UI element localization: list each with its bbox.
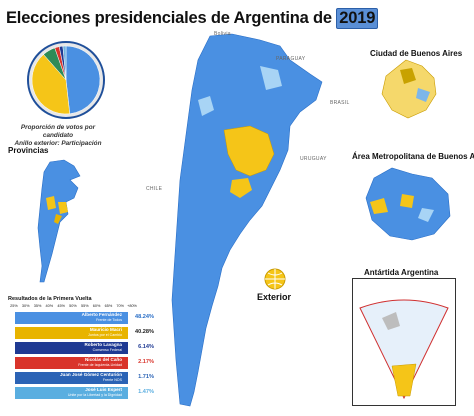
results-title: Resultados de la Primera Vuelta [8,296,92,302]
pie-slice [62,45,67,81]
caba-map [381,59,437,119]
pie-caption: Proporción de votos por candidato Anillo… [8,124,108,148]
country-chile: CHILE [146,186,163,192]
party-name: Frente NOS [102,378,122,382]
result-row: Roberto Lavagna Consenso Federal 6.14% [8,341,154,355]
scale-tick: 60% [92,304,101,308]
country-brasil: BRASIL [330,100,350,106]
result-row: Alberto Fernández Frente de Todos 48.24% [8,311,154,325]
pie-slices [31,45,101,115]
result-bar [8,312,128,324]
scale-tick: 35% [33,304,42,308]
antarctic-sector [359,299,449,400]
scale-tick: 50% [69,304,77,308]
antartida-map [352,278,456,406]
amba-yellow-west [370,198,388,214]
result-bar [8,327,128,339]
result-row: José Luis Espert Unite por la Libertad y … [8,386,154,400]
north-light-patch [260,66,282,90]
country-uruguay: URUGUAY [300,156,327,162]
scale-tick: 30% [21,304,30,308]
candidate-name: Roberto Lavagna [84,342,122,347]
amba-map [365,167,451,241]
party-name: Frente de Izquierda-Unidad [78,363,122,367]
country-paraguay: PARAGUAY [276,56,306,62]
party-name: Frente de Todos [96,318,122,322]
vote-percentage: 6.14% [138,344,154,350]
pie-slice [65,45,101,115]
party-name: Unite por la Libertad y la Dignidad [67,393,122,397]
results-scale: 25% 30% 35% 40% 45% 50% 55% 60% 65% 70% +80% [8,304,138,310]
scale-tick: 40% [45,304,54,308]
vote-percentage: 1.47% [138,389,154,395]
caba-shape [381,59,437,119]
central-yellow-region [223,125,275,177]
argentina-main-map [171,33,323,407]
antartida-label: Antártida Argentina [364,268,439,277]
result-bar [8,387,128,399]
province-caba [54,214,62,224]
vote-percentage: 1.71% [138,374,154,380]
page-title: Elecciones presidenciales de Argentina d… [6,8,379,29]
caba-blue-commune [416,88,430,102]
amba-label: Área Metropolitana de Buenos Aires [352,152,474,161]
result-bar [8,357,128,369]
party-name: Consenso Federal [92,348,122,352]
argentina-blue-region [171,33,323,407]
country-bolivia: Bolivia [214,31,231,37]
caba-dark-commune [400,68,416,84]
provinces-map [37,159,81,283]
exterior-globe-icon [264,268,286,290]
scale-tick: 70% [116,304,125,308]
scale-tick: 65% [104,304,113,308]
scale-tick: +80% [127,304,137,308]
antarctic-peninsula [382,312,400,330]
province-mendoza [46,196,56,210]
province-cordoba [58,202,68,214]
pie-caption-line-1: Proporción de votos por candidato [20,124,96,139]
result-row: Mauricio Macri Juntos por el Cambio 40.28% [8,326,154,340]
southern-yellow-patch [230,178,252,198]
result-row: Nicolás del Caño Frente de Izquierda-Unid… [8,356,154,370]
light-blue-patch [198,96,214,116]
scale-tick: 55% [80,304,89,308]
exterior-label: Exterior [257,292,292,302]
pie-caption-line-2: Anillo exterior: Participación [14,140,102,147]
candidate-name: Juan José Gómez Centurión [59,372,122,377]
party-name: Juntos por el Cambio [88,333,122,337]
result-bar [8,372,128,384]
result-bar [8,342,128,354]
vote-percentage: 48.24% [135,314,154,320]
provincias-label: Provincias [8,146,49,155]
amba-light-blue [418,208,434,222]
amba-yellow-center [400,194,414,208]
scale-tick: 25% [10,304,18,308]
scale-tick: 45% [57,304,65,308]
result-row: Juan José Gómez Centurión Frente NOS 1.71% [8,371,154,385]
candidate-name: Alberto Fernández [81,312,122,317]
title-text: Elecciones presidenciales de Argentina d… [6,9,332,27]
candidate-name: Mauricio Macri [89,327,122,332]
candidate-name: Nicolás del Caño [84,357,122,362]
antarctic-yellow [391,363,417,397]
candidate-name: José Luis Espert [85,387,122,392]
caba-label: Ciudad de Buenos Aires [370,49,463,58]
vote-percentage: 2.17% [138,359,154,365]
vote-percentage: 40.28% [135,329,154,335]
pie-slice [31,54,71,115]
vote-share-pie [27,41,105,119]
year-badge: 2019 [336,8,379,29]
